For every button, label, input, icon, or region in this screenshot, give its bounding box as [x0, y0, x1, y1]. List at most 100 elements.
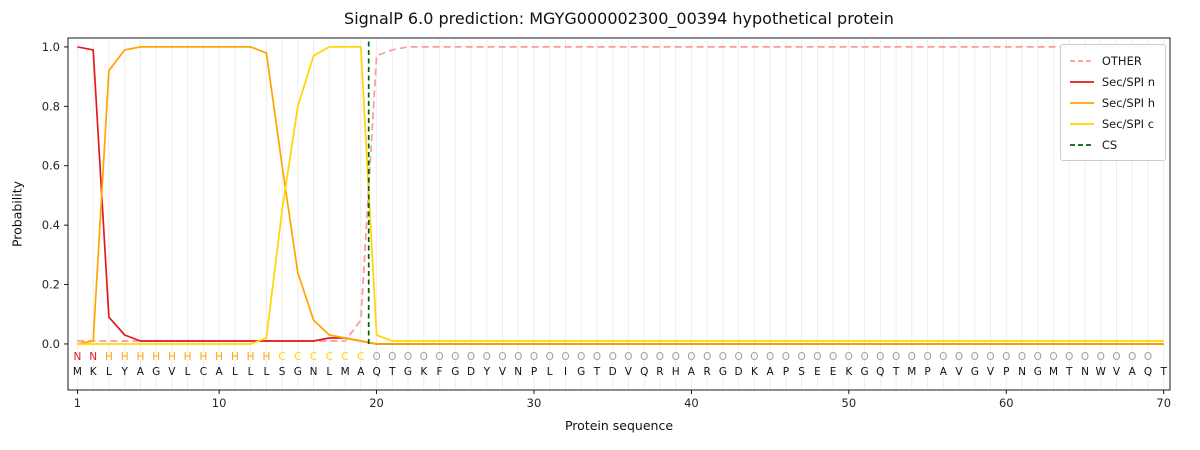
sequence-letter: D — [609, 366, 617, 378]
region-letter: N — [73, 351, 81, 363]
sequence-letter: G — [152, 366, 160, 378]
sequence-letter: K — [845, 366, 853, 378]
region-letter: O — [372, 351, 380, 363]
region-letter: H — [121, 351, 129, 363]
region-letter: O — [986, 351, 994, 363]
sequence-letter: N — [310, 366, 318, 378]
sequence-letter: G — [1034, 366, 1042, 378]
region-letter: O — [420, 351, 428, 363]
region-letter: O — [388, 351, 396, 363]
sequence-letter: P — [531, 366, 537, 378]
sequence-letter: K — [90, 366, 98, 378]
legend-item-sec-spi-n: Sec/SPI n — [1069, 71, 1155, 92]
region-letter: O — [546, 351, 554, 363]
sequence-letter: W — [1096, 366, 1107, 378]
sequence-letter: L — [232, 366, 238, 378]
y-tick-label: 0.8 — [42, 99, 60, 113]
region-letter: C — [326, 351, 333, 363]
region-letter: O — [782, 351, 790, 363]
sequence-letter: N — [1081, 366, 1089, 378]
sequence-letter: M — [907, 366, 916, 378]
region-letter: H — [168, 351, 176, 363]
region-letter: O — [451, 351, 459, 363]
region-letter: O — [923, 351, 931, 363]
sequence-letter: T — [1065, 366, 1073, 378]
region-letter: O — [577, 351, 585, 363]
sequence-letter: F — [436, 366, 442, 378]
region-letter: O — [1034, 351, 1042, 363]
region-letter: O — [797, 351, 805, 363]
region-letter: O — [672, 351, 680, 363]
y-tick-label: 0.6 — [42, 159, 60, 173]
sequence-letter: A — [1129, 366, 1137, 378]
x-axis-ticks: 1 10 20 30 40 50 60 70 — [74, 390, 1171, 410]
sequence-letter: K — [751, 366, 759, 378]
series-sec-spi-h — [77, 46, 1164, 345]
region-letter: H — [215, 351, 223, 363]
legend-label: CS — [1101, 137, 1118, 152]
y-tick-label: 0.2 — [42, 278, 60, 292]
region-letter: O — [1081, 351, 1089, 363]
y-tick-label: 1.0 — [42, 40, 60, 54]
sequence-letter: V — [987, 366, 995, 378]
sequence-letter: M — [341, 366, 350, 378]
sequence-letter: A — [357, 366, 365, 378]
region-letter: H — [262, 351, 270, 363]
sequence-letter: Y — [120, 366, 128, 378]
sequence-letter: Q — [876, 366, 884, 378]
region-letter: O — [939, 351, 947, 363]
region-letter: O — [813, 351, 821, 363]
x-tick-label: 1 — [74, 396, 81, 410]
region-letter: O — [1018, 351, 1026, 363]
sequence-letter: D — [467, 366, 475, 378]
sequence-letter: A — [137, 366, 145, 378]
region-letter: O — [561, 351, 569, 363]
region-letter: O — [955, 351, 963, 363]
sequence-letter: Q — [1144, 366, 1152, 378]
region-letter: O — [971, 351, 979, 363]
region-letter: O — [908, 351, 916, 363]
sequence-letter: N — [1018, 366, 1026, 378]
region-letter: O — [1002, 351, 1010, 363]
region-letter: O — [609, 351, 617, 363]
legend-line-icon — [1069, 101, 1094, 104]
sequence-letter: P — [1003, 366, 1009, 378]
sequence-letter: K — [420, 366, 428, 378]
region-letter: O — [703, 351, 711, 363]
region-letter: H — [152, 351, 160, 363]
sequence-letter: A — [940, 366, 948, 378]
region-letter: O — [640, 351, 648, 363]
sequence-letter: T — [593, 366, 601, 378]
sequence-letter: H — [672, 366, 680, 378]
sequence-letter: G — [719, 366, 727, 378]
sequence-letter: D — [735, 366, 743, 378]
sequence-letter: L — [263, 366, 269, 378]
region-letter: O — [719, 351, 727, 363]
region-letter: O — [1112, 351, 1120, 363]
sequence-letter: I — [564, 366, 567, 378]
gridlines — [76, 38, 1165, 390]
region-letter: O — [1097, 351, 1105, 363]
region-letter: O — [514, 351, 522, 363]
sequence-letter: V — [168, 366, 176, 378]
y-tick-label: 0.0 — [42, 337, 60, 351]
region-letter: O — [1128, 351, 1136, 363]
region-letter: H — [247, 351, 255, 363]
region-letter: O — [734, 351, 742, 363]
sequence-letter: G — [451, 366, 459, 378]
legend-label: Sec/SPI h — [1101, 95, 1155, 110]
sequence-letter: V — [1113, 366, 1121, 378]
region-letter: C — [310, 351, 317, 363]
region-letter: O — [860, 351, 868, 363]
region-letter: O — [1065, 351, 1073, 363]
legend-label: Sec/SPI n — [1101, 74, 1155, 89]
sequence-letter: G — [861, 366, 869, 378]
legend-line-icon — [1069, 122, 1094, 125]
x-tick-label: 60 — [999, 396, 1014, 410]
sequence-letter: G — [404, 366, 412, 378]
y-tick-label: 0.4 — [42, 218, 60, 232]
sequence-letter: T — [1159, 366, 1167, 378]
